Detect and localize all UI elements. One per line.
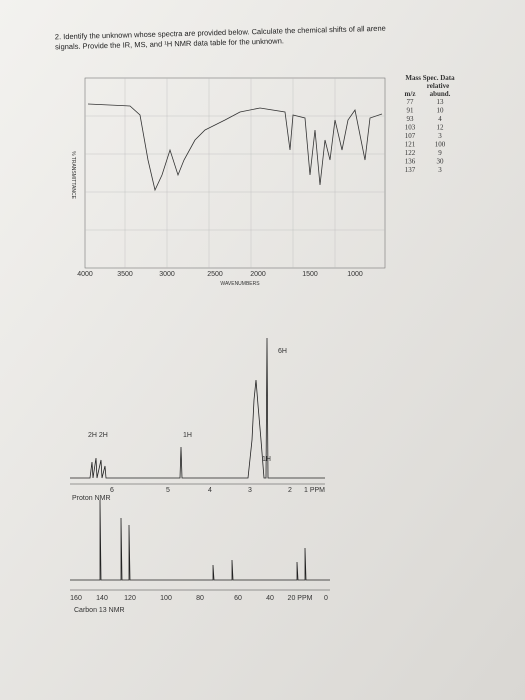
table-cell: 13 — [437, 98, 445, 106]
ir-tick: 1500 — [302, 271, 318, 278]
table-cell: 10 — [437, 107, 445, 115]
proton-trace — [70, 337, 325, 479]
carbon-tick: 80 — [196, 595, 204, 602]
carbon-tick: 40 — [266, 595, 274, 602]
carbon-tick: 140 — [96, 595, 108, 602]
table-cell: 9 — [438, 149, 442, 157]
ir-tick: 3000 — [159, 271, 175, 278]
table-title: Mass Spec. Data — [405, 74, 455, 82]
ir-y-label: % TRANSMITTANCE — [70, 151, 76, 200]
ir-x-label: WAVENUMBERS — [220, 281, 260, 287]
proton-tick: 4 — [208, 487, 212, 494]
table-header: m/z — [405, 90, 416, 98]
proton-label: Proton NMR — [72, 495, 111, 502]
table-cell: 91 — [407, 107, 415, 115]
carbon-label: Carbon 13 NMR — [74, 607, 125, 614]
carbon-tick: 0 — [324, 595, 328, 602]
table-cell: 30 — [437, 158, 445, 166]
table-cell: 3 — [438, 132, 442, 140]
proton-tick: 6 — [110, 487, 114, 494]
carbon-tick: 60 — [234, 595, 242, 602]
carbon-tick: 100 — [160, 595, 172, 602]
carbon-tick: 120 — [124, 595, 136, 602]
carbon-nmr: 160 140 120 100 80 60 40 20 PPM 0 Carbon… — [70, 499, 330, 614]
carbon-tick: 160 — [70, 595, 82, 602]
table-cell: 122 — [405, 149, 416, 157]
table-cell: 3 — [438, 166, 442, 174]
integration: 1H — [262, 456, 271, 463]
integration: 1H — [183, 432, 192, 439]
table-cell: 100 — [435, 141, 446, 149]
proton-nmr: 2H 2H 1H 1H 6H 6 5 4 3 2 1 PPM Proton NM… — [70, 337, 325, 502]
ir-spectrum: 4000 3500 3000 2500 2000 1500 1000 WAVEN… — [70, 77, 386, 287]
table-cell: 136 — [405, 158, 416, 166]
table-cell: 12 — [437, 124, 445, 132]
table-cell: 103 — [405, 124, 416, 132]
ir-trace — [87, 103, 383, 192]
table-cell: 107 — [405, 132, 416, 140]
ir-tick: 2500 — [207, 271, 223, 278]
ir-frame — [84, 77, 386, 269]
ir-tick: 2000 — [250, 271, 266, 278]
table-cell: 121 — [405, 141, 416, 149]
ir-tick: 4000 — [77, 271, 93, 278]
carbon-trace — [70, 499, 330, 581]
table-cell: 93 — [407, 115, 415, 123]
table-cell: 137 — [405, 166, 416, 174]
ir-tick: 3500 — [117, 271, 133, 278]
table-cell: 77 — [407, 98, 415, 106]
table-header: abund. — [430, 90, 451, 98]
table-cell: 4 — [438, 115, 442, 123]
proton-tick: 2 — [288, 487, 292, 494]
carbon-tick: 20 PPM — [288, 595, 313, 602]
integration: 6H — [278, 348, 287, 355]
ir-tick: 1000 — [347, 271, 363, 278]
proton-tick: 5 — [166, 487, 170, 494]
proton-tick: 3 — [248, 487, 252, 494]
table-header: relative — [427, 82, 449, 90]
proton-tick: 1 PPM — [304, 487, 325, 494]
integration: 2H 2H — [88, 432, 108, 439]
